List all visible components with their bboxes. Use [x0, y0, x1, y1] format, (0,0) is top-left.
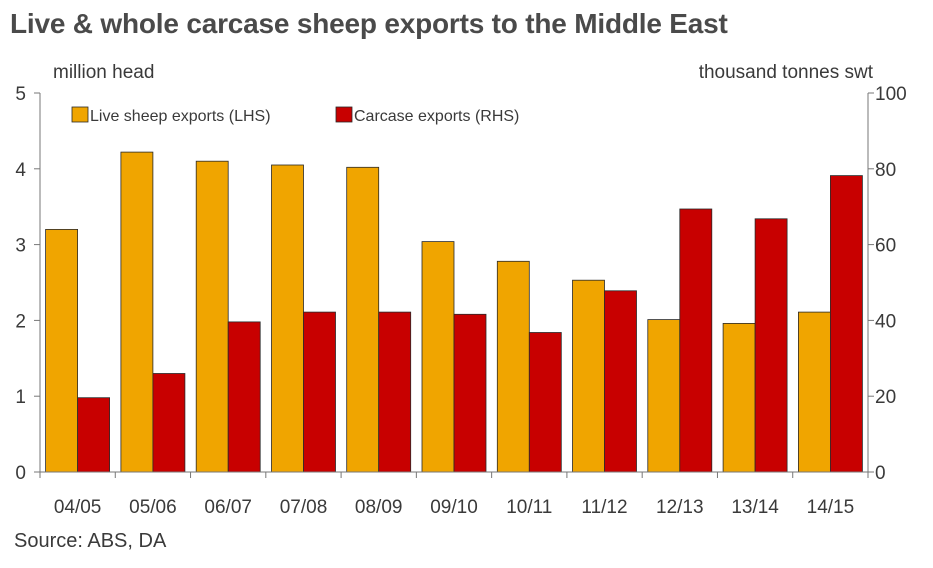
bars-group [45, 151, 863, 473]
left-tick-label: 0 [15, 463, 26, 484]
bar-carcase-08-09 [378, 311, 412, 473]
left-tick-label: 3 [15, 236, 26, 257]
source-note: Source: ABS, DA [14, 530, 167, 552]
left-tick-label: 5 [15, 84, 26, 105]
bar-carcase-13-14 [754, 218, 788, 473]
bar-carcase-10-11 [528, 332, 562, 473]
x-tick-label: 11/12 [581, 497, 627, 518]
right-tick-label: 40 [875, 311, 896, 332]
bar-live-06-07 [195, 160, 229, 473]
axes-group: 04/05 05/06 06/07 07/08 08/09 09/10 10/11 11/12… [15, 84, 906, 518]
x-tick-label: 10/11 [506, 497, 552, 518]
x-tick-label: 12/13 [656, 497, 704, 518]
x-tick-label: 09/10 [430, 497, 478, 518]
bar-carcase-12-13 [679, 208, 713, 473]
x-tick-label: 14/15 [807, 497, 855, 518]
bar-live-13-14 [722, 322, 756, 473]
x-tick-label: 13/14 [731, 497, 779, 518]
bar-live-04-05 [45, 228, 78, 473]
bar-live-05-06 [120, 151, 154, 473]
bar-carcase-14-15 [830, 175, 863, 473]
bar-live-08-09 [346, 166, 380, 473]
bar-live-12-13 [647, 319, 681, 473]
legend: Live sheep exports (LHS) Carcase exports … [71, 106, 519, 125]
left-tick-label: 4 [15, 160, 26, 181]
bar-carcase-07-08 [303, 311, 336, 473]
right-tick-label: 80 [875, 160, 896, 181]
bar-live-10-11 [496, 260, 530, 473]
left-tick-label: 2 [15, 311, 26, 332]
legend-swatch-live [71, 106, 89, 123]
legend-swatch-carcase [335, 106, 353, 123]
x-tick-label: 06/07 [204, 497, 252, 518]
bar-live-11-12 [572, 279, 605, 473]
x-tick-label: 08/09 [355, 497, 403, 518]
left-tick-label: 1 [15, 387, 26, 408]
left-axis-unit-label: million head [53, 62, 155, 83]
x-tick-label: 07/08 [280, 497, 328, 518]
bar-carcase-05-06 [152, 373, 186, 473]
chart-title: Live & whole carcase sheep exports to th… [10, 8, 728, 39]
bar-live-07-08 [271, 164, 304, 473]
x-tick-label: 04/05 [54, 497, 102, 518]
bar-live-09-10 [421, 241, 455, 473]
bar-carcase-06-07 [227, 321, 261, 473]
right-tick-label: 60 [875, 236, 896, 257]
bar-carcase-04-05 [77, 397, 110, 473]
bar-live-14-15 [798, 311, 831, 473]
legend-label-live: Live sheep exports (LHS) [90, 108, 271, 125]
x-tick-label: 05/06 [129, 497, 177, 518]
right-axis-unit-label: thousand tonnes swt [698, 62, 873, 83]
right-tick-label: 0 [875, 463, 886, 484]
right-tick-label: 20 [875, 387, 896, 408]
right-tick-label: 100 [875, 84, 907, 105]
legend-label-carcase: Carcase exports (RHS) [354, 108, 519, 125]
bar-carcase-11-12 [604, 290, 637, 473]
bar-carcase-09-10 [453, 313, 487, 473]
